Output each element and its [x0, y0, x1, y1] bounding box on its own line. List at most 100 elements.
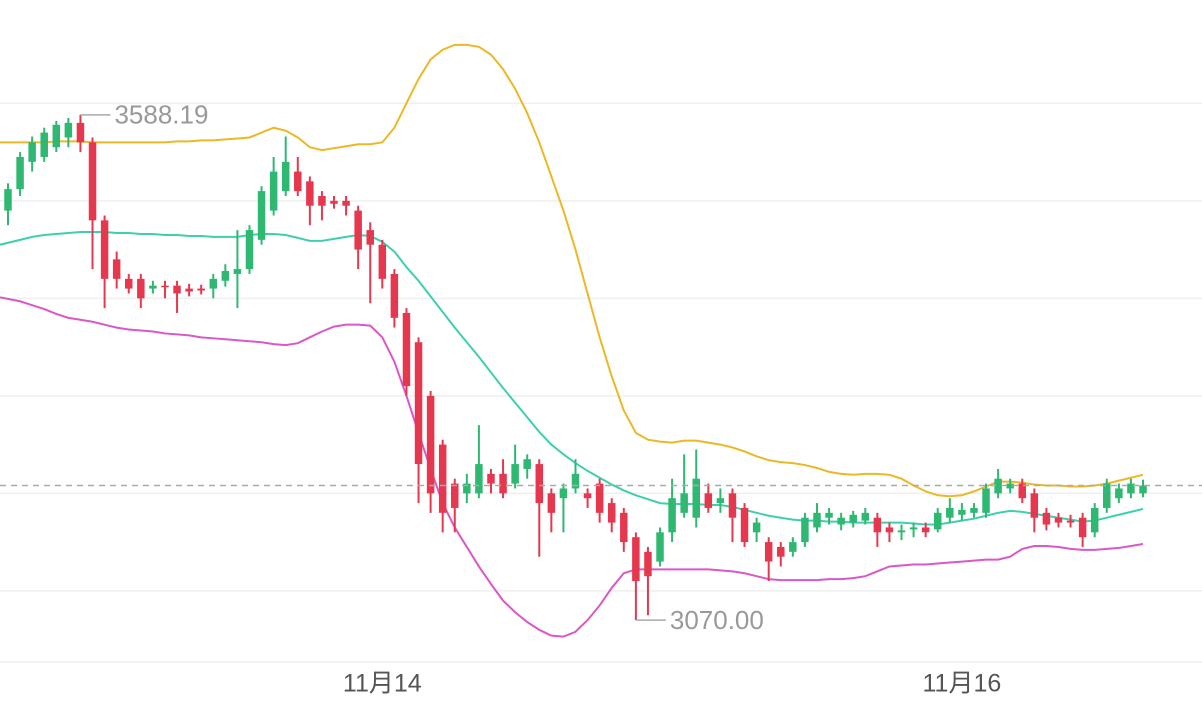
candle-body [958, 509, 966, 515]
candle-body [149, 285, 157, 289]
candle-body [4, 189, 12, 211]
candle-body [499, 473, 507, 494]
candle-body [595, 483, 604, 513]
candle-body [294, 171, 302, 192]
candle-body [885, 527, 894, 533]
candle-body [390, 273, 399, 318]
candle-body [740, 507, 749, 543]
candle-body [656, 532, 664, 562]
candle-body [861, 512, 870, 521]
candle-body [837, 517, 845, 525]
candle-body [209, 278, 218, 289]
candle-body [764, 542, 773, 562]
candle-body [487, 473, 495, 484]
candle-body [451, 483, 459, 508]
candle-body [728, 493, 737, 518]
candle-body [994, 478, 1002, 494]
candle-body [426, 395, 435, 494]
candle-body [583, 493, 592, 499]
candle-body [197, 288, 205, 291]
candle-body [185, 288, 193, 292]
candle-body [559, 488, 568, 499]
candle-body [1042, 512, 1051, 525]
candle-body [970, 507, 978, 513]
candle-body [813, 512, 821, 528]
candle-body [547, 493, 556, 513]
candle-body [933, 512, 942, 530]
candle-body [269, 171, 278, 211]
candle-body [873, 517, 882, 533]
x-tick-label: 11月14 [343, 670, 422, 698]
candle-body [692, 478, 700, 518]
candle-body [668, 498, 676, 533]
candle-body [281, 161, 290, 192]
candle-body [523, 459, 531, 469]
band-line [0, 296, 1144, 638]
candle-body [777, 546, 785, 557]
candle-body [1139, 485, 1147, 494]
candle-body [1090, 507, 1099, 533]
candle-body [112, 259, 121, 279]
candle-body [1115, 488, 1123, 499]
candle-body [463, 483, 471, 494]
candle-body [306, 181, 314, 206]
candle-body [1103, 483, 1111, 508]
candle-body [1078, 517, 1087, 538]
candle-body [438, 444, 447, 513]
candle-body [64, 122, 73, 138]
candle-body [161, 285, 169, 288]
candle-body [28, 142, 36, 162]
candle-body [1066, 520, 1075, 523]
annotation-label: 3070.00 [670, 605, 764, 635]
x-tick-label: 11月16 [923, 670, 1002, 698]
candle-body [366, 230, 374, 245]
candle-body [402, 312, 411, 387]
candle-body [354, 210, 362, 250]
annotation-label: 3588.19 [114, 100, 208, 130]
candle-body [716, 498, 725, 504]
band-line [0, 43, 1144, 498]
candle-body [644, 551, 652, 577]
candle-body [257, 191, 266, 240]
candle-body [849, 514, 857, 523]
candle-body [982, 488, 990, 513]
candle-body [1006, 483, 1014, 489]
candle-body [620, 512, 628, 543]
candle-body [125, 278, 133, 289]
candle-body [88, 142, 97, 221]
candle-body [801, 517, 809, 543]
candle-body [1054, 517, 1063, 523]
candle-body [475, 464, 483, 494]
candle-body [173, 285, 181, 294]
candle-body [704, 493, 713, 508]
candle-body [221, 271, 230, 281]
candle-body [16, 156, 24, 190]
candle-body [1127, 483, 1135, 494]
candle-body [825, 512, 833, 518]
candle-body [76, 122, 85, 143]
candle-body [137, 278, 145, 299]
candle-body [342, 200, 350, 206]
candle-body [632, 537, 640, 582]
candle-body [1018, 483, 1026, 499]
candle-body [318, 195, 326, 206]
candle-body [100, 220, 109, 279]
candle-body [897, 530, 906, 533]
candle-body [40, 132, 48, 157]
candle-body [378, 244, 387, 279]
candle-body [535, 464, 544, 504]
candle-body [752, 522, 761, 533]
candle-body [1030, 493, 1039, 518]
candle-body [414, 342, 423, 465]
candle-body [909, 527, 918, 530]
candle-body [571, 473, 580, 489]
candle-body [607, 503, 616, 523]
candle-body [680, 493, 688, 513]
candle-body [511, 464, 519, 484]
candle-body [233, 269, 242, 274]
candle-body [245, 230, 254, 270]
candle-body [330, 200, 338, 204]
